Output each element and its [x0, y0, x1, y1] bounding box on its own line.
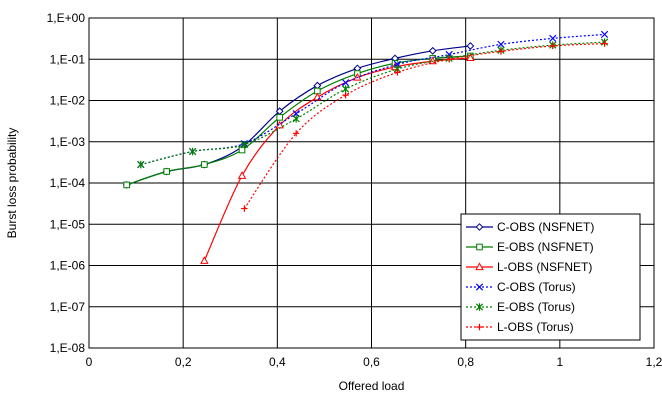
marker-plus	[394, 69, 401, 76]
x-tick-label: 1,2	[646, 355, 662, 369]
legend-item: C-OBS (NSFNET)	[466, 220, 594, 234]
legend-item: E-OBS (NSFNET)	[466, 240, 594, 254]
marker-square	[123, 181, 130, 189]
y-tick-label: 1,E-03	[50, 135, 86, 149]
legend-label: C-OBS (NSFNET)	[497, 220, 594, 234]
marker-triangle	[237, 171, 247, 179]
x-tick-labels: 0 0,2 0,4 0,6 0,8 1 1,2	[86, 355, 662, 369]
plot-frame	[88, 17, 655, 349]
y-tick-label: 1,E-01	[50, 52, 86, 66]
legend: C-OBS (NSFNET) E-OBS (NSFNET) L-OBS (NSFNE…	[460, 213, 641, 341]
series-l-obs-nsfnet	[200, 53, 475, 264]
series-l-obs-torus	[241, 40, 608, 212]
legend-label: L-OBS (Torus)	[497, 320, 574, 334]
x-tick-label: 0,2	[175, 355, 192, 369]
y-tick-label: 1,E-02	[50, 94, 86, 108]
marker-star	[292, 115, 300, 123]
marker-plus	[476, 323, 483, 331]
legend-label: L-OBS (NSFNET)	[497, 260, 592, 274]
y-axis-title: Burst loss probability	[5, 128, 19, 239]
marker-plus	[342, 91, 349, 99]
marker-triangle	[475, 262, 484, 271]
y-tick-label: 1,E-07	[50, 300, 86, 314]
series-line	[140, 41, 605, 166]
marker-star	[137, 160, 145, 169]
legend-label: E-OBS (Torus)	[497, 300, 575, 314]
x-tick-label: 0,4	[269, 355, 286, 369]
marker-x	[549, 34, 557, 43]
x-tick-label: 1	[556, 355, 563, 369]
legend-item: C-OBS (Torus)	[466, 280, 576, 294]
marker-diamond	[475, 223, 484, 231]
y-tick-label: 1,E-05	[50, 217, 86, 231]
series-line	[140, 33, 605, 166]
marker-x	[497, 40, 505, 48]
legend-item: E-OBS (Torus)	[466, 300, 575, 314]
y-tick-label: 1,E-04	[50, 176, 86, 190]
marker-plus	[549, 42, 556, 50]
marker-square	[163, 168, 170, 175]
marker-x	[341, 79, 350, 87]
y-tick-labels: 1,E-08 1,E-07 1,E-06 1,E-05 1,E-04 1,E-03 1,E-…	[47, 11, 86, 355]
legend-box	[460, 213, 641, 341]
marker-plus	[445, 56, 453, 63]
y-tick-label: 1,E-06	[50, 259, 86, 273]
marker-diamond	[466, 42, 475, 50]
marker-star	[240, 140, 248, 149]
marker-square	[201, 161, 208, 168]
legend-label: C-OBS (Torus)	[497, 280, 576, 294]
series-e-obs-torus	[137, 38, 609, 169]
marker-plus	[292, 130, 300, 137]
marker-diamond	[428, 46, 437, 55]
series-layer	[122, 30, 609, 264]
marker-star	[341, 85, 350, 93]
legend-label: E-OBS (NSFNET)	[497, 240, 594, 254]
y-tick-label: 1,E+00	[47, 11, 86, 25]
x-tick-label: 0,8	[457, 355, 474, 369]
marker-star	[188, 147, 197, 156]
marker-x	[475, 283, 484, 291]
series-c-obs-torus	[137, 30, 609, 169]
marker-plus	[241, 205, 248, 212]
series-line	[243, 42, 605, 209]
x-axis-title: Offered load	[339, 379, 405, 393]
x-tick-label: 0	[86, 355, 93, 369]
x-tick-label: 0,6	[363, 355, 380, 369]
marker-x	[600, 30, 609, 39]
marker-square	[476, 243, 483, 251]
y-tick-label: 1,E-08	[50, 341, 86, 355]
marker-x	[292, 110, 300, 118]
legend-item: L-OBS (Torus)	[466, 320, 574, 334]
marker-plus	[497, 48, 505, 55]
marker-plus	[601, 40, 608, 47]
marker-star	[475, 303, 484, 311]
legend-item: L-OBS (NSFNET)	[466, 260, 592, 274]
series-line	[203, 57, 471, 262]
marker-triangle	[200, 256, 209, 264]
marker-square	[276, 114, 283, 121]
marker-triangle	[466, 53, 475, 61]
